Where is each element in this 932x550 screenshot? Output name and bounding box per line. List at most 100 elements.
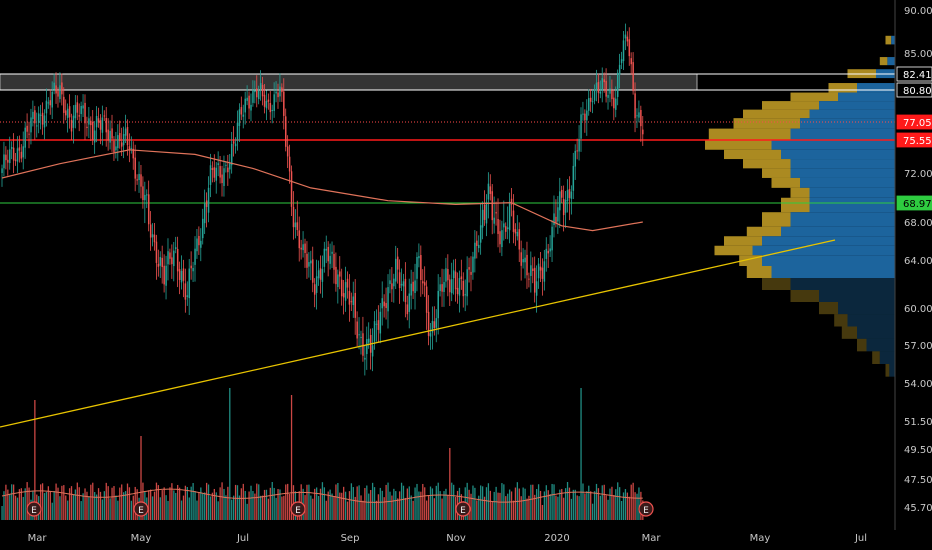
volume-bar: [308, 484, 310, 520]
volume-bar: [246, 503, 248, 520]
candle-body: [32, 111, 34, 120]
candle-body: [435, 318, 438, 328]
candle-body: [414, 280, 416, 294]
volume-profile-up: [714, 245, 753, 256]
candle-body: [12, 147, 15, 161]
volume-profile-down: [752, 245, 895, 256]
candle-body: [626, 36, 629, 42]
candle-body: [5, 154, 7, 161]
volume-bar: [198, 492, 200, 520]
volume-bar: [522, 487, 524, 520]
time-tick-label: Jul: [854, 533, 867, 544]
candle-body: [595, 82, 598, 91]
volume-bar: [518, 488, 520, 520]
candle-body: [30, 117, 32, 133]
candle-body: [533, 267, 536, 293]
candle-body: [493, 217, 495, 224]
earnings-marker[interactable]: E: [290, 501, 306, 517]
volume-bar: [582, 483, 584, 520]
candle-body: [576, 150, 578, 152]
resistance-zone: [0, 73, 698, 91]
candle-body: [229, 162, 231, 170]
candle-body: [433, 321, 436, 328]
candle-body: [362, 333, 364, 356]
volume-bar: [366, 485, 368, 520]
candle-body: [618, 64, 621, 75]
time-tick-label: Nov: [446, 533, 466, 544]
volume-bar: [528, 495, 530, 520]
earnings-marker[interactable]: E: [638, 501, 654, 517]
candle-body: [391, 283, 393, 290]
volume-bar: [321, 482, 324, 520]
price-label-box: [896, 114, 932, 130]
candle-body: [304, 243, 306, 253]
volume-bar: [397, 498, 399, 520]
candle-body: [597, 81, 600, 93]
volume-bar: [205, 482, 208, 520]
volume-bar: [597, 488, 600, 520]
candle-body: [20, 151, 23, 159]
candle-body: [518, 229, 521, 250]
candle-body: [450, 279, 453, 294]
candle-body: [308, 262, 310, 267]
volume-bar: [557, 496, 559, 520]
earnings-marker[interactable]: E: [133, 501, 149, 517]
candle-body: [329, 255, 331, 264]
candle-body: [398, 272, 401, 289]
volume-bar: [194, 490, 196, 520]
candle-body: [275, 91, 277, 94]
volume-bar: [153, 491, 156, 520]
candle-body: [53, 82, 55, 90]
candle-body: [202, 218, 204, 239]
volume-bar: [395, 491, 397, 520]
volume-bar: [256, 483, 258, 520]
volume-bar: [404, 497, 407, 520]
candle-body: [63, 96, 65, 113]
candle-body: [337, 274, 339, 288]
price-label-text: 82.41: [903, 70, 932, 81]
volume-bar: [607, 499, 609, 520]
volume-bar: [545, 485, 547, 520]
volume-bar: [113, 486, 115, 520]
volume-bar: [211, 492, 214, 520]
volume-bar: [400, 482, 403, 520]
candle-body: [257, 90, 260, 100]
candle-body: [286, 146, 289, 157]
volume-bar: [254, 493, 256, 520]
price-label-text: 77.05: [903, 118, 932, 129]
candle-body: [138, 173, 140, 180]
time-tick-label: 2020: [544, 533, 569, 544]
volume-profile-down: [866, 338, 895, 352]
earnings-marker[interactable]: E: [26, 501, 42, 517]
candle-body: [321, 269, 324, 282]
volume-bar: [628, 496, 630, 520]
volume-bar: [140, 436, 142, 520]
volume-bar: [202, 493, 204, 520]
earnings-marker[interactable]: E: [455, 501, 471, 517]
volume-bar: [115, 495, 117, 520]
volume-bar: [559, 489, 561, 520]
volume-bar: [549, 494, 551, 520]
candle-body: [535, 281, 538, 296]
candle-body: [319, 268, 322, 280]
volume-bar: [22, 496, 24, 520]
price-label-text: 68.97: [903, 199, 932, 210]
candle-body: [99, 120, 102, 130]
volume-bar: [61, 485, 63, 520]
candle-body: [186, 295, 189, 297]
volume-bar: [505, 496, 507, 520]
volume-bar: [601, 485, 603, 520]
candle-body: [146, 194, 148, 196]
volume-bar: [437, 482, 439, 520]
price-label-box: [896, 82, 932, 98]
candle-body: [468, 267, 470, 270]
volume-bar: [474, 487, 476, 520]
candle-body: [277, 92, 279, 98]
earnings-marker-circle: [26, 501, 42, 517]
volume-profile-down: [889, 364, 895, 377]
volume-bar: [11, 484, 13, 520]
volume-profile-down: [790, 159, 895, 169]
candle-body: [616, 72, 619, 97]
